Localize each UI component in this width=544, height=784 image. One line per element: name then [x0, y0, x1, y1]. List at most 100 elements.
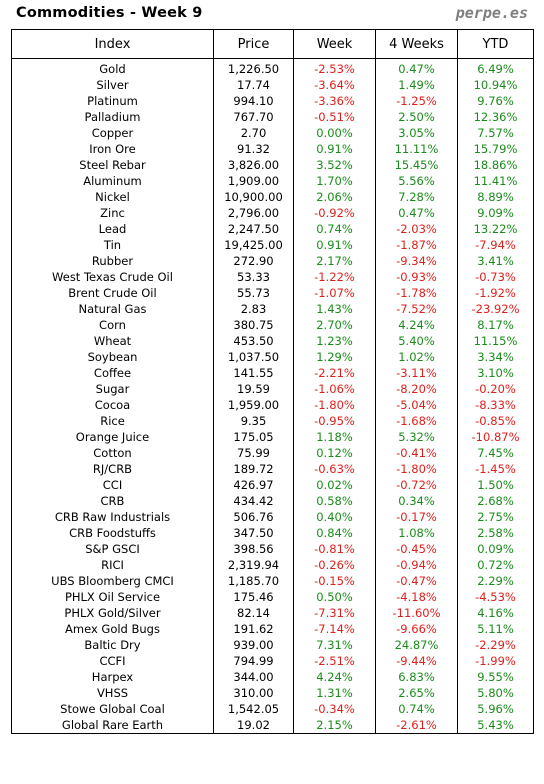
- ytd-change-cell: -10.87%: [457, 429, 534, 445]
- four-weeks-change-cell: 1.02%: [375, 349, 458, 365]
- ytd-change-cell: 18.86%: [457, 157, 534, 173]
- index-cell: Iron Ore: [11, 141, 214, 157]
- table-row: UBS Bloomberg CMCI 1,185.70 -0.15% -0.47% 2.…: [11, 573, 534, 589]
- ytd-change-cell: 0.72%: [457, 557, 534, 573]
- index-cell: Zinc: [11, 205, 214, 221]
- price-cell: 189.72: [213, 461, 294, 477]
- price-cell: 794.99: [213, 653, 294, 669]
- four-weeks-change-cell: -9.44%: [375, 653, 458, 669]
- price-cell: 17.74: [213, 77, 294, 93]
- index-cell: Nickel: [11, 189, 214, 205]
- week-change-cell: -2.21%: [293, 365, 376, 381]
- index-cell: Stowe Global Coal: [11, 701, 214, 717]
- price-cell: 434.42: [213, 493, 294, 509]
- week-change-cell: 3.52%: [293, 157, 376, 173]
- price-cell: 1,226.50: [213, 58, 294, 77]
- four-weeks-change-cell: 11.11%: [375, 141, 458, 157]
- table-row: Sugar 19.59 -1.06% -8.20% -0.20%: [11, 381, 534, 397]
- index-cell: Palladium: [11, 109, 214, 125]
- price-cell: 767.70: [213, 109, 294, 125]
- four-weeks-change-cell: 5.56%: [375, 173, 458, 189]
- week-change-cell: -1.22%: [293, 269, 376, 285]
- index-cell: Harpex: [11, 669, 214, 685]
- price-cell: 1,185.70: [213, 573, 294, 589]
- price-cell: 19.59: [213, 381, 294, 397]
- week-change-cell: 1.70%: [293, 173, 376, 189]
- index-cell: Tin: [11, 237, 214, 253]
- ytd-change-cell: 2.75%: [457, 509, 534, 525]
- price-cell: 175.05: [213, 429, 294, 445]
- index-cell: PHLX Gold/Silver: [11, 605, 214, 621]
- ytd-change-cell: 5.96%: [457, 701, 534, 717]
- price-cell: 19,425.00: [213, 237, 294, 253]
- price-cell: 347.50: [213, 525, 294, 541]
- four-weeks-change-cell: -0.72%: [375, 477, 458, 493]
- ytd-change-cell: -7.94%: [457, 237, 534, 253]
- column-header-week: Week: [293, 29, 376, 59]
- table-row: West Texas Crude Oil 53.33 -1.22% -0.93% -0.…: [11, 269, 534, 285]
- table-row: Iron Ore 91.32 0.91% 11.11% 15.79%: [11, 141, 534, 157]
- ytd-change-cell: -4.53%: [457, 589, 534, 605]
- ytd-change-cell: 7.45%: [457, 445, 534, 461]
- week-change-cell: 2.17%: [293, 253, 376, 269]
- index-cell: CRB Raw Industrials: [11, 509, 214, 525]
- index-cell: CRB Foodstuffs: [11, 525, 214, 541]
- table-row: Tin 19,425.00 0.91% -1.87% -7.94%: [11, 237, 534, 253]
- table-row: RICI 2,319.94 -0.26% -0.94% 0.72%: [11, 557, 534, 573]
- table-row: CCFI 794.99 -2.51% -9.44% -1.99%: [11, 653, 534, 669]
- week-change-cell: 4.24%: [293, 669, 376, 685]
- four-weeks-change-cell: -1.68%: [375, 413, 458, 429]
- index-cell: CCFI: [11, 653, 214, 669]
- four-weeks-change-cell: -1.25%: [375, 93, 458, 109]
- index-cell: Gold: [11, 58, 214, 77]
- index-cell: Coffee: [11, 365, 214, 381]
- table-row: Baltic Dry 939.00 7.31% 24.87% -2.29%: [11, 637, 534, 653]
- column-header-index: Index: [11, 29, 214, 59]
- index-cell: Aluminum: [11, 173, 214, 189]
- four-weeks-change-cell: -1.78%: [375, 285, 458, 301]
- four-weeks-change-cell: 3.05%: [375, 125, 458, 141]
- four-weeks-change-cell: -4.18%: [375, 589, 458, 605]
- four-weeks-change-cell: 5.32%: [375, 429, 458, 445]
- ytd-change-cell: 3.10%: [457, 365, 534, 381]
- four-weeks-change-cell: -11.60%: [375, 605, 458, 621]
- price-cell: 9.35: [213, 413, 294, 429]
- week-change-cell: -7.14%: [293, 621, 376, 637]
- four-weeks-change-cell: 1.49%: [375, 77, 458, 93]
- week-change-cell: 1.29%: [293, 349, 376, 365]
- index-cell: Sugar: [11, 381, 214, 397]
- index-cell: West Texas Crude Oil: [11, 269, 214, 285]
- index-cell: Copper: [11, 125, 214, 141]
- four-weeks-change-cell: -7.52%: [375, 301, 458, 317]
- price-cell: 2.83: [213, 301, 294, 317]
- four-weeks-change-cell: -9.66%: [375, 621, 458, 637]
- ytd-change-cell: 12.36%: [457, 109, 534, 125]
- week-change-cell: -0.26%: [293, 557, 376, 573]
- price-cell: 2.70: [213, 125, 294, 141]
- price-cell: 1,037.50: [213, 349, 294, 365]
- price-cell: 75.99: [213, 445, 294, 461]
- ytd-change-cell: 2.58%: [457, 525, 534, 541]
- four-weeks-change-cell: -2.61%: [375, 717, 458, 734]
- week-change-cell: -1.80%: [293, 397, 376, 413]
- index-cell: Wheat: [11, 333, 214, 349]
- four-weeks-change-cell: 0.47%: [375, 205, 458, 221]
- table-row: PHLX Gold/Silver 82.14 -7.31% -11.60% 4.16%: [11, 605, 534, 621]
- four-weeks-change-cell: -0.45%: [375, 541, 458, 557]
- price-cell: 191.62: [213, 621, 294, 637]
- ytd-change-cell: -1.92%: [457, 285, 534, 301]
- index-cell: S&P GSCI: [11, 541, 214, 557]
- price-cell: 426.97: [213, 477, 294, 493]
- index-cell: Soybean: [11, 349, 214, 365]
- four-weeks-change-cell: 0.47%: [375, 58, 458, 77]
- ytd-change-cell: 5.43%: [457, 717, 534, 734]
- price-cell: 453.50: [213, 333, 294, 349]
- ytd-change-cell: 9.09%: [457, 205, 534, 221]
- week-change-cell: 2.70%: [293, 317, 376, 333]
- price-cell: 1,909.00: [213, 173, 294, 189]
- week-change-cell: -1.07%: [293, 285, 376, 301]
- four-weeks-change-cell: 2.65%: [375, 685, 458, 701]
- index-cell: UBS Bloomberg CMCI: [11, 573, 214, 589]
- price-cell: 1,542.05: [213, 701, 294, 717]
- ytd-change-cell: 9.55%: [457, 669, 534, 685]
